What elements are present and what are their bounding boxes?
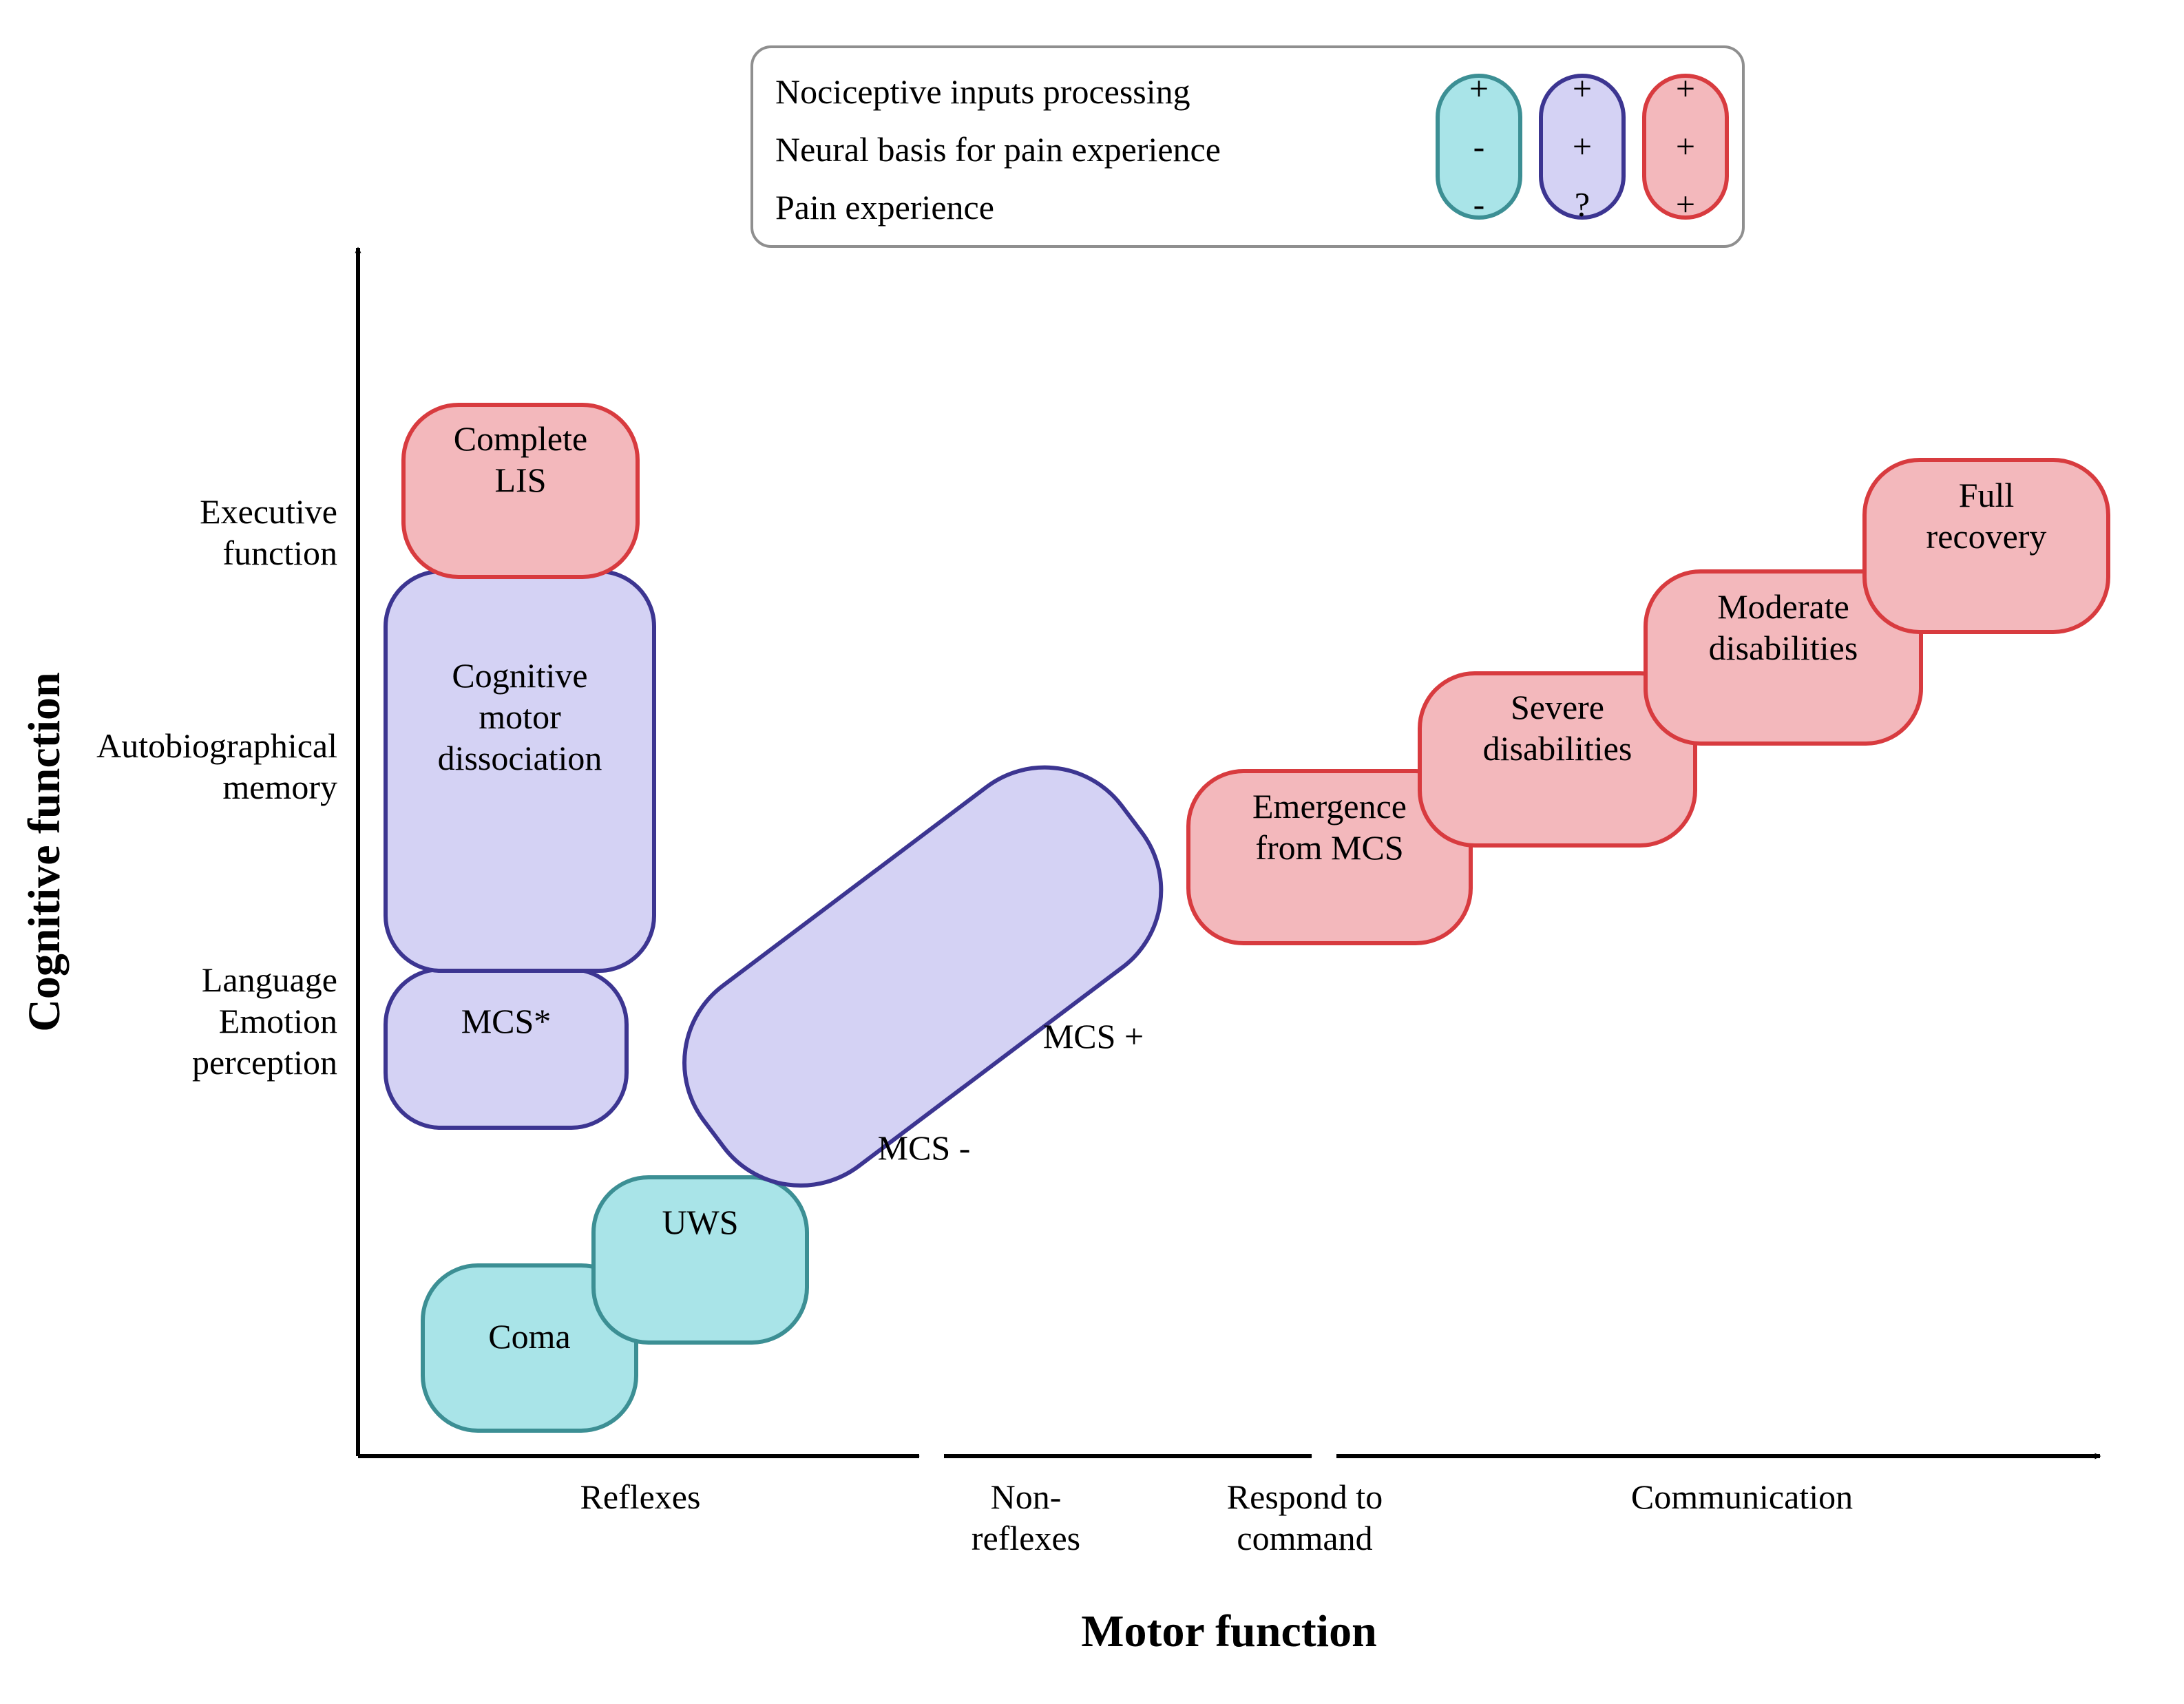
x-tick-label: reflexes xyxy=(972,1519,1080,1557)
node-label: dissociation xyxy=(438,739,602,777)
node-complete-lis: CompleteLIS xyxy=(403,405,638,577)
node-label: Emergence xyxy=(1252,787,1407,825)
x-tick-label: Respond to xyxy=(1227,1477,1383,1516)
y-tick-label: function xyxy=(222,534,337,572)
legend-symbol: + xyxy=(1676,127,1695,165)
legend-row-label: Neural basis for pain experience xyxy=(775,130,1221,169)
legend-symbol: - xyxy=(1473,127,1485,165)
legend-symbol: + xyxy=(1573,127,1592,165)
legend-symbol: - xyxy=(1473,185,1485,223)
legend-symbol: ? xyxy=(1575,185,1590,223)
node-label: Cognitive xyxy=(452,656,587,695)
y-tick-label: Emotion xyxy=(219,1002,337,1040)
y-tick-label: Language xyxy=(202,960,337,999)
nodes-layer: ComaUWSMCS*CognitivemotordissociationCom… xyxy=(386,405,2108,1431)
node-label: Full xyxy=(1959,476,2015,514)
x-tick-label: Reflexes xyxy=(580,1477,701,1516)
legend-row-label: Nociceptive inputs processing xyxy=(775,72,1190,111)
node-mcs-star: MCS* xyxy=(386,969,627,1128)
node-label: LIS xyxy=(495,461,547,499)
x-tick-label: Non- xyxy=(991,1477,1062,1516)
mcs-sublabel: MCS - xyxy=(878,1128,971,1167)
legend-symbol: + xyxy=(1469,69,1489,107)
node-label: MCS* xyxy=(461,1002,552,1040)
legend-row-label: Pain experience xyxy=(775,188,994,227)
y-tick-label: Executive xyxy=(200,492,337,531)
x-axis-title: Motor function xyxy=(1081,1606,1377,1656)
node-label: Severe xyxy=(1511,688,1604,726)
y-axis-title: Cognitive function xyxy=(19,672,70,1032)
diagram-svg: ComaUWSMCS*CognitivemotordissociationCom… xyxy=(0,0,2184,1704)
node-label: disabilities xyxy=(1709,629,1858,667)
node-cmd: Cognitivemotordissociation xyxy=(386,571,654,971)
node-uws: UWS xyxy=(594,1177,807,1343)
node-full-recovery: Fullrecovery xyxy=(1865,460,2108,632)
node-label: disabilities xyxy=(1483,729,1632,768)
node-label: Moderate xyxy=(1717,587,1849,626)
y-tick-label: perception xyxy=(192,1043,337,1082)
y-tick-label: memory xyxy=(222,768,337,806)
legend-symbol: + xyxy=(1573,69,1592,107)
node-label: UWS xyxy=(662,1203,738,1241)
node-label: from MCS xyxy=(1255,828,1403,867)
legend-symbol: + xyxy=(1676,69,1695,107)
y-tick-label: Autobiographical xyxy=(96,726,337,765)
mcs-sublabel: MCS + xyxy=(1043,1017,1144,1055)
legend-box: Nociceptive inputs processing Neural basi… xyxy=(752,47,1743,246)
legend-symbol: + xyxy=(1676,185,1695,223)
node-label: Coma xyxy=(488,1317,570,1356)
node-label: motor xyxy=(479,697,561,736)
node-label: recovery xyxy=(1926,517,2047,556)
x-tick-label: Communication xyxy=(1631,1477,1853,1516)
x-tick-label: command xyxy=(1237,1519,1372,1557)
node-label: Complete xyxy=(454,419,587,458)
